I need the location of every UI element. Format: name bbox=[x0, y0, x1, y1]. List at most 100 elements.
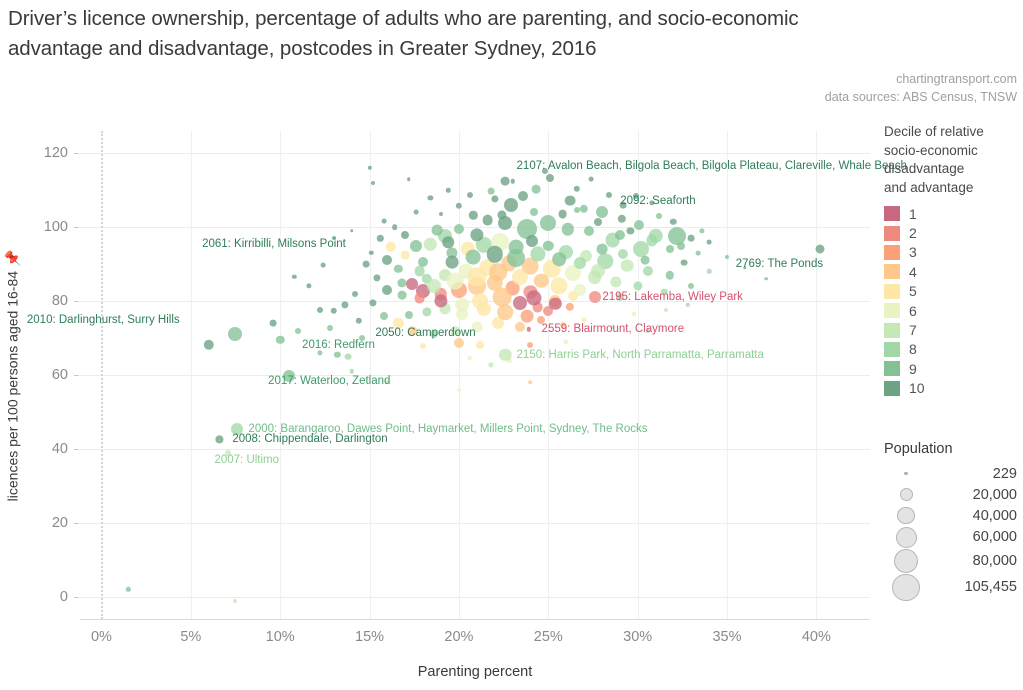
scatter-point bbox=[529, 246, 546, 262]
annotated-scatter-point bbox=[526, 326, 531, 332]
y-tick-mark bbox=[74, 596, 79, 598]
scatter-point bbox=[488, 362, 494, 368]
scatter-point bbox=[418, 256, 429, 267]
legend-decile: Decile of relative socio-economic disadvan… bbox=[884, 123, 1023, 398]
legend-decile-item-10[interactable]: 10 bbox=[884, 379, 1023, 398]
scatter-point bbox=[511, 268, 528, 285]
scatter-point bbox=[656, 213, 663, 220]
scatter-point bbox=[469, 211, 478, 220]
scatter-point bbox=[550, 276, 568, 295]
legend-population-circle bbox=[895, 526, 917, 548]
legend-decile-swatch bbox=[884, 303, 900, 319]
scatter-point bbox=[640, 255, 650, 265]
y-tick-label: 20 bbox=[51, 514, 68, 531]
scatter-point bbox=[427, 194, 433, 201]
legend-population-circle-cell bbox=[884, 526, 928, 548]
scatter-point bbox=[381, 218, 387, 224]
legend-population-item[interactable]: 60,000 bbox=[884, 526, 1023, 548]
scatter-point bbox=[385, 380, 390, 385]
scatter-point bbox=[373, 274, 381, 282]
legend-decile-item-4[interactable]: 4 bbox=[884, 262, 1023, 281]
legend-decile-label: 9 bbox=[909, 360, 917, 377]
scatter-point bbox=[432, 224, 443, 236]
annotated-scatter-point bbox=[632, 192, 639, 199]
scatter-point bbox=[696, 250, 701, 256]
scatter-point bbox=[316, 350, 323, 356]
legend-decile-item-8[interactable]: 8 bbox=[884, 340, 1023, 359]
scatter-point bbox=[568, 290, 579, 301]
legend-population-label: 105,455 bbox=[964, 579, 1017, 596]
gridline-vertical bbox=[727, 131, 728, 619]
scatter-point bbox=[543, 240, 554, 251]
annotated-scatter-point bbox=[369, 250, 374, 256]
scatter-point bbox=[426, 278, 441, 293]
legend-decile-item-5[interactable]: 5 bbox=[884, 282, 1023, 301]
gridline-horizontal bbox=[80, 227, 870, 229]
scatter-point bbox=[643, 265, 654, 276]
legend-decile-item-7[interactable]: 7 bbox=[884, 320, 1023, 339]
scatter-point bbox=[634, 219, 645, 230]
scatter-point bbox=[520, 309, 534, 323]
scatter-point bbox=[540, 214, 557, 231]
scatter-point bbox=[646, 234, 658, 247]
legend-population-circle-cell bbox=[884, 488, 928, 501]
legend-decile-label: 6 bbox=[909, 302, 917, 319]
legend-decile-title-line: Decile of relative bbox=[884, 124, 984, 139]
scatter-point bbox=[541, 167, 548, 174]
scatter-point bbox=[385, 241, 397, 253]
scatter-point bbox=[442, 236, 454, 248]
scatter-point bbox=[588, 176, 594, 182]
scatter-point bbox=[489, 263, 508, 282]
scatter-point bbox=[453, 223, 464, 234]
legend-decile-swatch bbox=[884, 361, 900, 377]
scatter-point bbox=[486, 246, 503, 263]
plot-area: 2107: Avalon Beach, Bilgola Beach, Bilgo… bbox=[27, 131, 907, 645]
scatter-point bbox=[334, 351, 341, 358]
scatter-point bbox=[526, 235, 539, 248]
legend-population-item[interactable]: 80,000 bbox=[884, 548, 1023, 573]
scatter-point bbox=[606, 191, 613, 198]
scatter-point bbox=[340, 301, 349, 309]
annotated-scatter-point bbox=[815, 244, 825, 254]
legend-population-item[interactable]: 40,000 bbox=[884, 505, 1023, 526]
y-axis-label: licences per 100 persons aged 16-84 📌 bbox=[4, 249, 21, 501]
scatter-point bbox=[725, 254, 729, 259]
scatter-point bbox=[649, 200, 655, 206]
scatter-point bbox=[594, 217, 603, 226]
legend-decile-label: 7 bbox=[909, 322, 917, 339]
legend-decile-item-1[interactable]: 1 bbox=[884, 204, 1023, 223]
legend-decile-item-3[interactable]: 3 bbox=[884, 243, 1023, 262]
annotated-scatter-point bbox=[215, 435, 223, 443]
annotation-label: 2150: Harris Park, North Parramatta, Par… bbox=[516, 348, 764, 361]
scatter-point bbox=[614, 229, 625, 240]
scatter-point bbox=[327, 325, 334, 332]
annotated-scatter-point bbox=[283, 370, 296, 383]
scatter-point bbox=[420, 343, 427, 350]
legend-population-item[interactable]: 20,000 bbox=[884, 484, 1023, 505]
annotation-label: 2050: Camperdown bbox=[375, 327, 476, 340]
scatter-point bbox=[573, 207, 580, 214]
scatter-point bbox=[445, 187, 451, 193]
scatter-point bbox=[330, 307, 337, 314]
scatter-point bbox=[397, 290, 407, 300]
x-tick-label: 40% bbox=[801, 629, 831, 645]
scatter-point bbox=[596, 243, 608, 255]
gridline-horizontal bbox=[80, 375, 870, 376]
scatter-point bbox=[561, 223, 575, 236]
y-tick-mark bbox=[74, 375, 79, 376]
scatter-point bbox=[514, 321, 525, 332]
legend-decile-item-6[interactable]: 6 bbox=[884, 301, 1023, 320]
legend-decile-item-2[interactable]: 2 bbox=[884, 223, 1023, 242]
scatter-point bbox=[631, 311, 637, 317]
scatter-point bbox=[633, 281, 643, 291]
scatter-point bbox=[764, 277, 769, 281]
legend-decile-item-9[interactable]: 9 bbox=[884, 359, 1023, 378]
legend-population-item[interactable]: 105,455 bbox=[884, 573, 1023, 601]
legend-decile-label: 4 bbox=[909, 263, 917, 280]
scatter-point bbox=[445, 255, 459, 269]
scatter-point bbox=[665, 245, 674, 254]
legend-population-item[interactable]: 229 bbox=[884, 463, 1023, 484]
scatter-point bbox=[377, 235, 384, 242]
scatter-point bbox=[407, 326, 418, 336]
scatter-point bbox=[359, 335, 366, 342]
